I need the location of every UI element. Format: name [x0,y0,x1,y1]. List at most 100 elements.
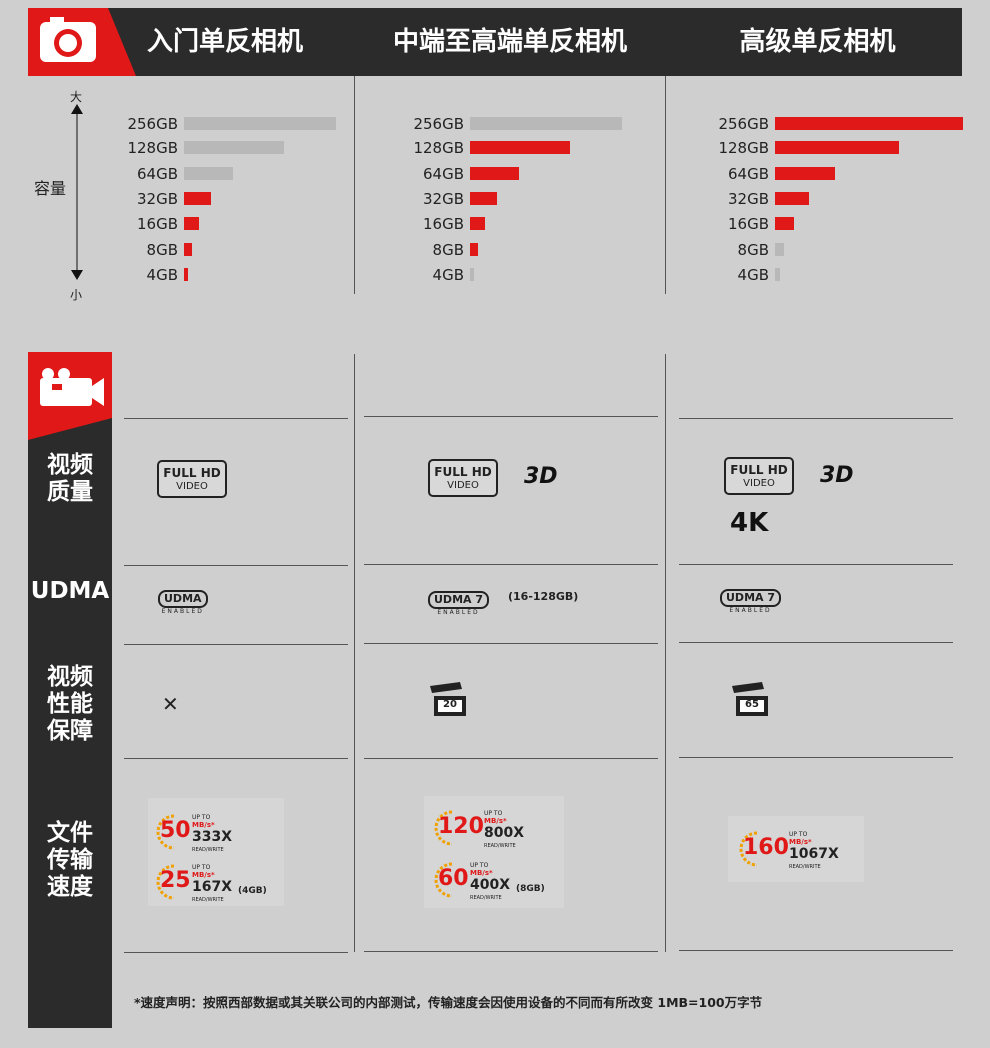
clapperboard-icon [430,682,466,716]
udma-text: UDMA 7 [720,589,782,607]
divider [665,76,666,294]
capacity-bar [775,268,780,281]
capacity-bar [184,141,284,154]
capacity-size-label: 256GB [127,115,178,133]
speed-badge-panel [148,798,284,906]
column-title-high: 高级单反相机 [739,27,896,57]
capacity-bar [184,217,199,230]
up-to-label: UP TO [484,810,503,817]
not-supported-icon: ✕ [162,692,179,716]
divider [354,76,355,294]
read-write-label: READ/WRITE [484,843,516,849]
capacity-size-label: 32GB [422,190,464,208]
capacity-size-label: 16GB [422,215,464,233]
capacity-bar [184,268,188,281]
speedometer-icon [156,814,175,850]
full-hd-text: FULL HD [730,463,788,477]
capacity-bar [184,117,336,130]
up-to-label: UP TO [192,864,211,871]
row-rule [679,418,953,419]
udma-enabled-text: ENABLED [161,608,204,615]
full-hd-badge: FULL HD VIDEO [724,457,794,495]
capacity-size-label: 8GB [432,241,464,259]
video-text: VIDEO [743,478,775,489]
footnote: *速度声明：按照西部数据或其关联公司的内部测试，传输速度会因使用设备的不同而有所… [134,995,763,1010]
speed-value: 160 [743,835,789,860]
row-rule [364,758,658,759]
speed-unit: MB/s* [470,869,493,877]
speedometer-icon [434,810,453,846]
capacity-note: (8GB) [516,884,545,894]
column-title-entry: 入门单反相机 [146,27,303,57]
udma-note: (16-128GB) [508,590,579,603]
capacity-size-label: 4GB [432,266,464,284]
capacity-size-label: 128GB [718,139,769,157]
speed-value: 120 [438,814,484,839]
udma-badge: UDMA ENABLED [158,587,208,616]
read-write-label: READ/WRITE [192,897,224,903]
udma-enabled-text: ENABLED [437,609,480,616]
capacity-note: (4GB) [238,886,267,896]
capacity-size-label: 32GB [136,190,178,208]
axis-bottom-label: 小 [70,288,83,302]
4k-badge: 4K [730,508,769,538]
speed-unit: MB/s* [192,821,215,829]
axis-top-label: 大 [70,90,83,104]
capacity-bar [470,243,478,256]
video-text: VIDEO [176,481,208,492]
video-text: VIDEO [447,480,479,491]
clapperboard-icon [732,682,768,716]
speed-value: 25 [160,868,191,893]
speed-badge-panel [728,816,864,882]
capacity-size-label: 16GB [727,215,769,233]
capacity-bar [184,167,233,180]
row-label-speed: 文件 传输 速度 [47,820,93,900]
capacity-size-label: 4GB [146,266,178,284]
row-label-udma: UDMA [30,578,110,604]
row-rule [124,644,348,645]
row-rule [124,565,348,566]
row-rule [124,952,348,953]
axis-arrow-icon [71,104,83,280]
column-title-mid: 中端至高端单反相机 [392,27,627,57]
row-rule [679,564,953,565]
row-rule [124,418,348,419]
capacity-bar [470,141,570,154]
row-rule [679,950,953,951]
camera-badge [28,8,136,76]
capacity-bar [184,192,211,205]
row-rule [679,757,953,758]
full-hd-badge: FULL HD VIDEO [157,460,227,498]
camera-icon [28,8,136,76]
udma-enabled-text: ENABLED [729,607,772,614]
axis-label: 容量 [34,179,67,198]
row-rule [364,643,658,644]
row-rule [364,564,658,565]
capacity-bar [775,192,809,205]
speed-rating: 400X [470,877,511,893]
row-rule [679,642,953,643]
capacity-bar [470,217,485,230]
divider [665,354,666,952]
udma7-badge: UDMA 7 ENABLED [428,588,490,617]
capacity-bar [470,268,474,281]
video-camera-icon [28,352,112,440]
capacity-size-label: 32GB [727,190,769,208]
speed-value: 50 [160,818,191,843]
capacity-size-label: 64GB [422,165,464,183]
capacity-bar [775,117,963,130]
capacity-bar [470,192,497,205]
row-label-performance: 视频 性能 保障 [47,664,93,744]
capacity-size-label: 64GB [727,165,769,183]
capacity-size-label: 128GB [413,139,464,157]
read-write-label: READ/WRITE [789,864,821,870]
video-speed-class: 20 [443,699,457,710]
3d-badge: 3D [820,463,854,488]
capacity-bar [470,117,622,130]
full-hd-text: FULL HD [434,465,492,479]
capacity-size-label: 8GB [146,241,178,259]
udma7-badge: UDMA 7 ENABLED [720,586,782,615]
capacity-bar [775,167,835,180]
row-rule [364,951,658,952]
speed-rating: 167X [192,879,233,895]
